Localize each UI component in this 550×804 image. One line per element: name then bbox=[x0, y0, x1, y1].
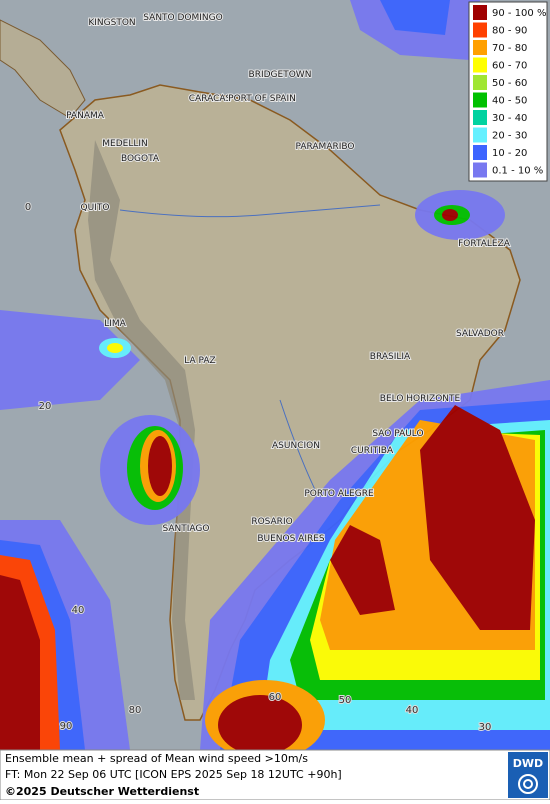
legend-swatch bbox=[473, 92, 487, 108]
legend: 90 - 100 % 80 - 90 70 - 80 60 - 70 50 - 60 40… bbox=[468, 1, 548, 182]
legend-label: 0.1 - 10 % bbox=[492, 166, 543, 177]
wind-overlay bbox=[0, 0, 550, 760]
legend-label: 50 - 60 bbox=[492, 78, 527, 89]
dwd-logo-text: DWD bbox=[513, 757, 543, 770]
city-label: ASUNCION bbox=[272, 441, 320, 451]
legend-label: 60 - 70 bbox=[492, 61, 527, 72]
grid-label: 30 bbox=[479, 722, 492, 733]
city-label: SANTO DOMINGO bbox=[143, 13, 222, 23]
city-label: PORTO ALEGRE bbox=[304, 489, 374, 499]
legend-label: 80 - 90 bbox=[492, 26, 527, 37]
parana-river bbox=[279, 399, 321, 501]
amazon-river bbox=[119, 204, 381, 218]
legend-swatch bbox=[473, 162, 487, 178]
grid-label: 50 bbox=[339, 695, 352, 706]
legend-swatch bbox=[473, 145, 487, 160]
dwd-logo-swirl bbox=[518, 774, 538, 794]
city-label: KINGSTON bbox=[88, 18, 135, 28]
central-america bbox=[0, 19, 86, 119]
city-label: PORT OF SPAIN bbox=[228, 94, 296, 104]
city-label: SAO PAULO bbox=[372, 429, 423, 439]
city-label: BRASILIA bbox=[370, 352, 411, 362]
city-label: BELO HORIZONTE bbox=[380, 394, 461, 404]
city-label: PARAMARIBO bbox=[296, 142, 355, 152]
city-label: LIMA bbox=[104, 319, 126, 329]
city-label: SALVADOR bbox=[456, 329, 504, 339]
legend-swatch bbox=[473, 57, 487, 73]
city-label: LA PAZ bbox=[184, 356, 215, 366]
city-label: CURITIBA bbox=[351, 446, 394, 456]
city-label: PANAMA bbox=[66, 111, 105, 121]
legend-swatch bbox=[473, 127, 487, 143]
footer-copyright: ©2025 Deutscher Wetterdienst bbox=[5, 785, 199, 798]
legend-label: 20 - 30 bbox=[492, 131, 527, 142]
grid-label: 40 bbox=[72, 605, 85, 616]
city-label: BOGOTA bbox=[121, 154, 160, 164]
legend-label: 70 - 80 bbox=[492, 43, 527, 54]
grid-label: 0 bbox=[25, 202, 31, 213]
footer-forecast-time: FT: Mon 22 Sep 06 UTC [ICON EPS 2025 Sep… bbox=[5, 768, 342, 781]
city-label: FORTALEZA bbox=[458, 239, 511, 249]
legend-label: 90 - 100 % bbox=[492, 8, 546, 19]
legend-label: 40 - 50 bbox=[492, 96, 527, 107]
city-label: BRIDGETOWN bbox=[249, 70, 312, 80]
legend-swatch bbox=[473, 40, 487, 55]
legend-swatch bbox=[473, 110, 487, 125]
city-label: CARACAS bbox=[189, 94, 232, 104]
legend-swatch bbox=[473, 5, 487, 20]
city-label: BUENOS AIRES bbox=[257, 534, 325, 544]
city-label: ROSARIO bbox=[251, 517, 292, 527]
grid-label: 90 bbox=[60, 721, 73, 732]
legend-swatch bbox=[473, 22, 487, 38]
city-label: MEDELLIN bbox=[102, 139, 147, 149]
footer-description: Ensemble mean + spread of Mean wind spee… bbox=[5, 752, 308, 765]
city-label: SANTIAGO bbox=[163, 524, 210, 534]
city-label: QUITO bbox=[81, 203, 110, 213]
andes bbox=[88, 140, 195, 700]
dwd-logo-swirl bbox=[523, 779, 533, 789]
grid-label: 20 bbox=[39, 401, 52, 412]
legend-label: 30 - 40 bbox=[492, 113, 527, 124]
grid-label: 60 bbox=[269, 692, 282, 703]
grid-label: 40 bbox=[406, 705, 419, 716]
legend-label: 10 - 20 bbox=[492, 148, 527, 159]
grid-label: 80 bbox=[129, 705, 142, 716]
legend-swatch bbox=[473, 75, 487, 90]
